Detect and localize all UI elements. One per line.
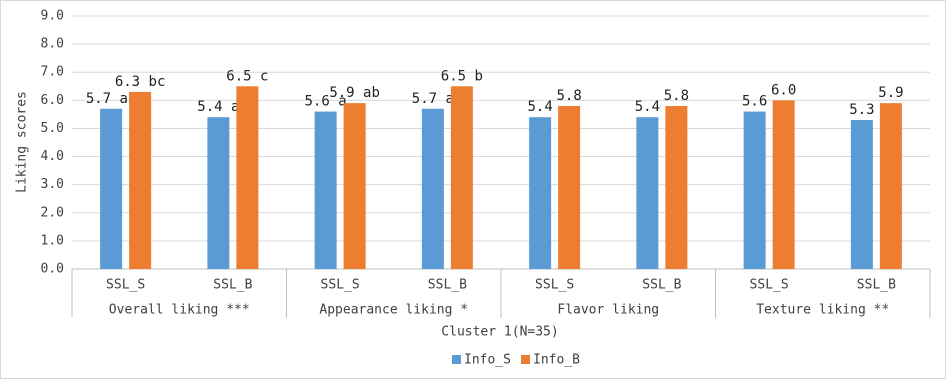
bar bbox=[207, 117, 230, 269]
group-label: Overall liking *** bbox=[109, 303, 250, 318]
value-label: 6.5 c bbox=[226, 68, 268, 84]
value-label: 6.0 bbox=[771, 82, 796, 98]
y-tick-label: 8.0 bbox=[41, 37, 64, 52]
bar bbox=[850, 120, 873, 269]
bar bbox=[665, 105, 688, 269]
x-tick-label: SSL_S bbox=[535, 278, 574, 293]
value-label: 5.7 a bbox=[412, 91, 454, 107]
y-tick-label: 7.0 bbox=[41, 65, 64, 80]
legend-label: Info_B bbox=[533, 353, 580, 368]
y-tick-label: 6.0 bbox=[41, 93, 64, 108]
bar bbox=[529, 117, 552, 269]
group-label: Texture liking ** bbox=[756, 303, 889, 318]
x-tick-label: SSL_S bbox=[106, 278, 145, 293]
value-label: 5.4 a bbox=[197, 99, 239, 115]
value-label: 5.4 bbox=[527, 99, 552, 115]
value-label: 5.9 bbox=[878, 85, 903, 101]
value-label: 5.6 a bbox=[305, 94, 347, 110]
bar bbox=[314, 111, 337, 269]
value-label: 5.7 ab bbox=[86, 91, 137, 107]
y-tick-label: 3.0 bbox=[41, 177, 64, 192]
bar bbox=[450, 86, 473, 270]
x-tick-label: SSL_S bbox=[321, 278, 360, 293]
bar bbox=[236, 86, 259, 270]
value-label: 5.3 bbox=[849, 102, 874, 118]
x-tick-label: SSL_B bbox=[857, 278, 896, 293]
legend-swatch bbox=[452, 355, 461, 364]
bar bbox=[129, 91, 152, 270]
value-label: 6.5 b bbox=[441, 68, 483, 84]
x-tick-label: SSL_B bbox=[642, 278, 681, 293]
group-label: Flavor liking bbox=[557, 303, 659, 318]
bar bbox=[421, 108, 444, 270]
x-tick-label: SSL_S bbox=[750, 278, 789, 293]
bar bbox=[558, 105, 581, 269]
y-tick-label: 0.0 bbox=[41, 262, 64, 277]
x-axis-title: Cluster 1(N=35) bbox=[441, 325, 558, 340]
bar bbox=[743, 111, 766, 269]
y-tick-label: 2.0 bbox=[41, 205, 64, 220]
legend-swatch bbox=[521, 355, 530, 364]
value-label: 5.8 bbox=[556, 88, 581, 104]
x-tick-label: SSL_B bbox=[428, 278, 467, 293]
bar bbox=[879, 103, 902, 270]
value-label: 5.9 ab bbox=[329, 85, 380, 101]
value-label: 5.6 bbox=[742, 94, 767, 110]
value-label: 6.3 bc bbox=[115, 74, 166, 90]
legend-label: Info_S bbox=[464, 353, 511, 368]
y-axis-title: Liking scores bbox=[15, 91, 30, 193]
value-label: 5.8 bbox=[664, 88, 689, 104]
value-label: 5.4 bbox=[635, 99, 660, 115]
x-tick-label: SSL_B bbox=[213, 278, 252, 293]
bar bbox=[636, 117, 659, 269]
y-tick-label: 9.0 bbox=[41, 9, 64, 24]
y-tick-label: 5.0 bbox=[41, 121, 64, 136]
group-label: Appearance liking * bbox=[319, 303, 468, 318]
bar bbox=[343, 103, 366, 270]
y-tick-label: 1.0 bbox=[41, 233, 64, 248]
bar bbox=[100, 108, 123, 270]
y-tick-label: 4.0 bbox=[41, 149, 64, 164]
bar bbox=[772, 100, 795, 269]
